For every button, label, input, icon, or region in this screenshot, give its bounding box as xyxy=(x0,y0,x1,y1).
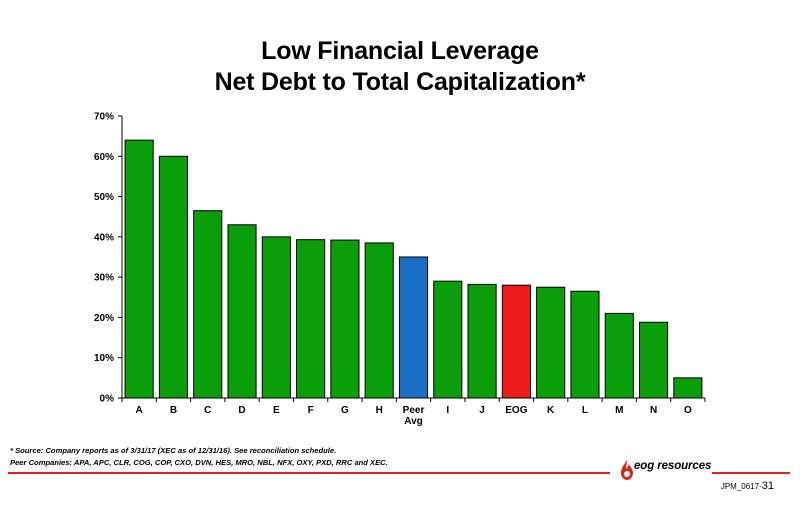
bar-n xyxy=(638,321,669,399)
y-tick-label: 50% xyxy=(94,192,114,203)
x-tick-label: Peer xyxy=(403,405,425,416)
bar-o xyxy=(673,377,703,399)
bar-b xyxy=(158,155,189,399)
bar-d xyxy=(227,224,257,399)
bar-f xyxy=(296,239,326,399)
y-tick-label: 10% xyxy=(94,353,114,364)
x-tick-label: O xyxy=(684,405,692,416)
bar-a xyxy=(124,139,154,399)
x-tick-label: H xyxy=(376,405,383,416)
source-footnote: * Source: Company reports as of 3/31/17 … xyxy=(10,446,337,455)
flame-drop-icon xyxy=(621,460,633,480)
y-tick-label: 60% xyxy=(94,152,114,163)
bar-k xyxy=(536,286,566,399)
slide-code: JPM_0617- xyxy=(720,482,762,491)
bar-l xyxy=(570,290,600,399)
title-line-2: Net Debt to Total Capitalization* xyxy=(214,68,586,96)
footer-rule xyxy=(8,472,610,474)
y-tick-label: 30% xyxy=(94,273,114,284)
x-tick-label: J xyxy=(479,405,485,416)
footer-rule-right xyxy=(712,472,790,474)
x-tick-label: L xyxy=(582,405,588,416)
slide-number: 31 xyxy=(761,480,774,492)
x-tick-label: EOG xyxy=(505,405,527,416)
bar-c xyxy=(193,210,223,399)
eog-logo: eog resources xyxy=(616,458,716,482)
x-tick-label: M xyxy=(615,405,623,416)
x-tick-label: G xyxy=(341,405,349,416)
peer-companies-footnote: Peer Companies: APA, APC, CLR, COG, COP,… xyxy=(10,458,388,467)
x-tick-label: F xyxy=(308,405,314,416)
logo-text: eog resources xyxy=(634,460,712,472)
x-tick-label: Avg xyxy=(404,416,423,427)
y-tick-label: 0% xyxy=(100,394,115,405)
x-tick-label: C xyxy=(204,405,211,416)
x-tick-label: B xyxy=(170,405,177,416)
bar-j xyxy=(467,283,497,399)
slide-id: JPM_0617-31 xyxy=(721,480,774,492)
slide-title: Low Financial Leverage Net Debt to Total… xyxy=(0,36,800,98)
title-line-1: Low Financial Leverage xyxy=(261,37,539,65)
x-tick-label: I xyxy=(446,405,449,416)
bar-eog xyxy=(501,284,531,399)
y-tick-label: 20% xyxy=(94,313,114,324)
bar-m xyxy=(604,312,634,399)
x-tick-label: D xyxy=(238,405,245,416)
bar-h xyxy=(364,242,394,399)
x-tick-label: A xyxy=(136,405,143,416)
bar-e xyxy=(261,236,291,399)
bar-g xyxy=(330,239,360,399)
y-tick-label: 70% xyxy=(94,112,114,123)
y-tick-label: 40% xyxy=(94,232,114,243)
bar-peer-avg xyxy=(398,256,429,399)
x-tick-label: N xyxy=(650,405,657,416)
x-tick-label: K xyxy=(547,405,555,416)
bar-i xyxy=(433,280,463,399)
x-tick-label: E xyxy=(273,405,280,416)
